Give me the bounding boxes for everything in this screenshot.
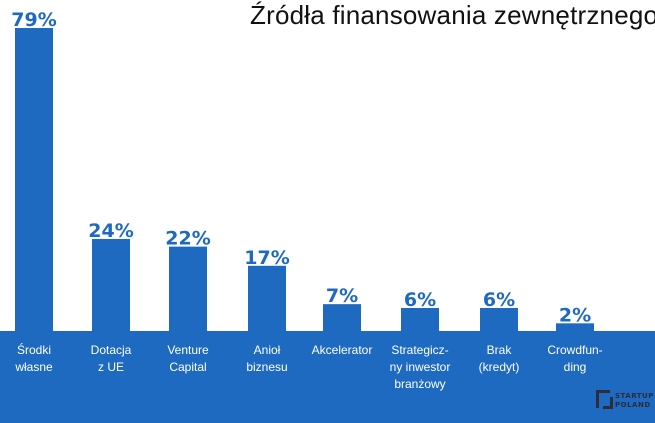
category-label-line: Anioł [254, 343, 281, 357]
bar-8 [556, 323, 594, 332]
value-label-5: 7% [326, 285, 358, 307]
value-label-1: 79% [11, 9, 56, 31]
category-label-7: Brak (kredyt) [479, 343, 520, 374]
chart-title: Źródła finansowania zewnętrznego [250, 0, 655, 30]
bar-6 [401, 307, 439, 332]
category-label-line: Akcelerator [312, 343, 373, 357]
bar-3 [169, 246, 207, 332]
bar-4 [248, 265, 286, 332]
category-label-line: Dotacja [91, 343, 132, 357]
category-label-2: Dotacja z UE [91, 343, 132, 374]
category-label-line: Capital [169, 360, 206, 374]
value-label-8: 2% [559, 304, 591, 326]
category-label-line: ding [564, 360, 587, 374]
category-label-1: Środki własne [14, 342, 53, 374]
category-label-6: Strategicz-ny inwestor branżowy [390, 343, 451, 391]
category-label-line: Środki [17, 342, 51, 357]
category-label-4: Anioł biznesu [246, 343, 287, 374]
category-label-line: własne [14, 360, 53, 374]
category-label-3: Venture Capital [167, 343, 209, 374]
logo-text-line2: POLAND [615, 401, 651, 409]
category-label-line: biznesu [246, 360, 287, 374]
startup-poland-logo: STARTUP POLAND [596, 389, 654, 415]
value-label-6: 6% [404, 289, 436, 311]
value-label-2: 24% [88, 220, 133, 242]
category-label-line: Brak [487, 343, 513, 357]
category-label-5: Akcelerator [312, 343, 373, 357]
value-label-4: 17% [244, 247, 289, 269]
category-label-line: branżowy [394, 377, 445, 391]
category-label-line: Venture [167, 343, 209, 357]
category-label-line: Strategicz- [391, 343, 448, 357]
bar-7 [480, 307, 518, 332]
bar-1 [15, 28, 53, 332]
logo-mark-icon [596, 390, 613, 409]
category-label-line: z UE [98, 360, 124, 374]
category-band [0, 331, 655, 423]
category-label-8: Crowdfun-ding [547, 343, 602, 374]
value-label-7: 6% [483, 289, 515, 311]
value-label-3: 22% [165, 228, 210, 250]
category-label-line: ny inwestor [390, 360, 451, 374]
category-label-line: (kredyt) [479, 360, 520, 374]
category-label-line: Crowdfun- [547, 343, 602, 357]
bar-2 [92, 238, 130, 332]
bar-5 [323, 304, 361, 332]
logo-text-line1: STARTUP [615, 392, 654, 400]
